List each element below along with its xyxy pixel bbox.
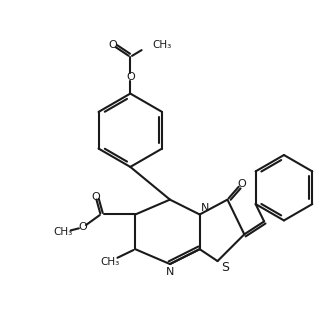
Text: N: N (201, 203, 209, 213)
Text: CH₃: CH₃ (101, 257, 120, 267)
Text: N: N (166, 267, 174, 277)
Text: S: S (221, 261, 229, 273)
Text: CH₃: CH₃ (53, 227, 72, 237)
Text: CH₃: CH₃ (152, 40, 171, 50)
Text: O: O (108, 40, 117, 50)
Text: O: O (126, 72, 135, 82)
Text: O: O (91, 192, 100, 202)
Text: O: O (78, 222, 87, 232)
Text: O: O (237, 179, 246, 189)
